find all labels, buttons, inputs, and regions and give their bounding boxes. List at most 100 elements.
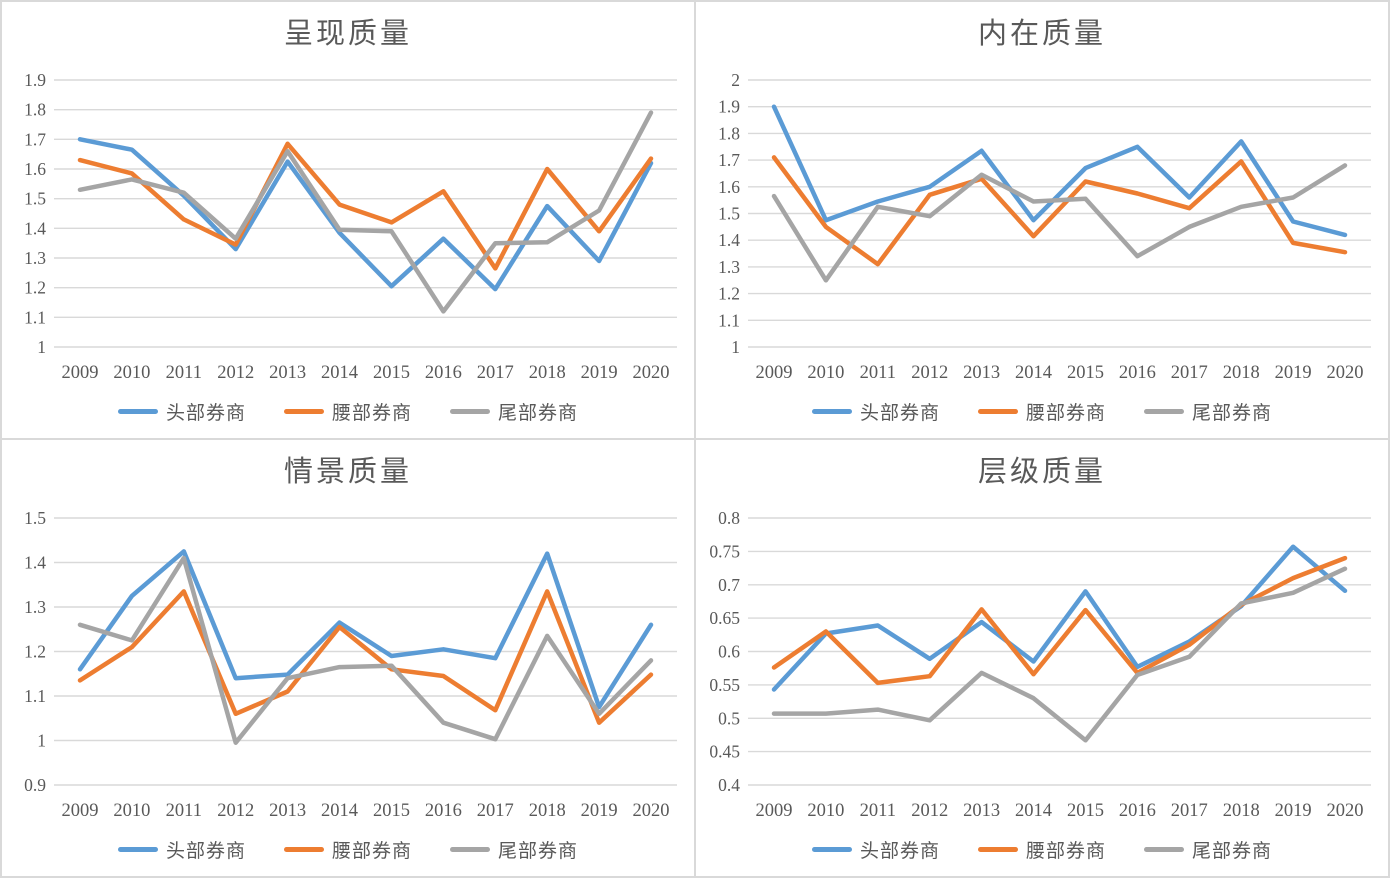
legend-label: 腰部券商 bbox=[1025, 841, 1106, 862]
x-axis-tick-label: 2015 bbox=[373, 801, 410, 821]
y-axis-tick-label: 1.3 bbox=[24, 597, 46, 617]
legend-item-top-brokers: 头部券商 bbox=[811, 836, 940, 863]
series-line-腰部券商 bbox=[771, 155, 1348, 267]
y-axis-tick-label: 1 bbox=[37, 731, 46, 751]
x-axis-tick-label: 2019 bbox=[1275, 801, 1312, 821]
x-axis-tick-label: 2014 bbox=[1015, 801, 1052, 821]
x-axis-tick-label: 2015 bbox=[1067, 801, 1104, 821]
y-axis-tick-label: 0.5 bbox=[718, 708, 740, 728]
legend-item-top-brokers: 头部券商 bbox=[811, 398, 940, 425]
x-axis-tick-label: 2019 bbox=[581, 801, 618, 821]
legend-item-top-brokers: 头部券商 bbox=[117, 398, 246, 425]
y-axis-tick-label: 0.55 bbox=[709, 675, 740, 695]
y-axis-tick-label: 1.8 bbox=[24, 100, 46, 120]
y-axis-tick-label: 1.2 bbox=[24, 642, 46, 662]
y-axis-tick-label: 1.1 bbox=[718, 310, 740, 330]
y-axis-tick-label: 0.4 bbox=[718, 775, 740, 795]
x-axis-tick-label: 2011 bbox=[166, 801, 202, 821]
y-axis-tick-label: 1.3 bbox=[718, 257, 740, 277]
x-axis-tick-label: 2012 bbox=[217, 363, 254, 383]
y-axis-tick-label: 0.75 bbox=[709, 541, 740, 561]
x-axis-tick-label: 2017 bbox=[1171, 801, 1208, 821]
x-axis-tick-label: 2015 bbox=[373, 363, 410, 383]
y-axis-tick-label: 1.5 bbox=[24, 508, 46, 528]
x-axis-tick-label: 2011 bbox=[860, 801, 896, 821]
x-axis-tick-label: 2012 bbox=[217, 801, 254, 821]
x-axis-tick-label: 2018 bbox=[1223, 363, 1260, 383]
y-axis-tick-label: 0.7 bbox=[718, 575, 740, 595]
legend-label: 腰部券商 bbox=[331, 403, 412, 424]
chart-panel-presentation-quality: 呈现质量 1 1.1 1.2 1.3 1.4 1.5 1.6 1.7 1.8 1.9 2009 201… bbox=[2, 2, 694, 438]
y-axis-tick-label: 1.6 bbox=[718, 177, 740, 197]
x-axis-tick-label: 2014 bbox=[1015, 363, 1052, 383]
y-axis-tick-label: 0.8 bbox=[718, 508, 740, 528]
chart-title: 情景质量 bbox=[283, 456, 412, 488]
legend-line-swatch-blue bbox=[117, 847, 158, 852]
x-axis-tick-label: 2010 bbox=[113, 363, 150, 383]
x-axis-tick-label: 2016 bbox=[425, 363, 462, 383]
y-axis-tick-label: 1.4 bbox=[24, 218, 46, 238]
x-axis-tick-label: 2020 bbox=[1327, 801, 1364, 821]
y-axis-tick-label: 1.9 bbox=[718, 97, 740, 117]
y-axis-tick-label: 1.2 bbox=[24, 278, 46, 298]
chart-legend: 头部券商 腰部券商 尾部券商 bbox=[696, 398, 1388, 425]
legend-item-top-brokers: 头部券商 bbox=[117, 836, 246, 863]
y-axis-tick-label: 1.1 bbox=[24, 307, 46, 327]
y-axis-tick-label: 0.9 bbox=[24, 775, 46, 795]
legend-label: 尾部券商 bbox=[498, 841, 579, 862]
y-axis-tick-label: 0.6 bbox=[718, 642, 740, 662]
legend-label: 头部券商 bbox=[165, 841, 246, 862]
series-line-头部券商 bbox=[77, 137, 654, 292]
legend-label: 头部券商 bbox=[859, 841, 940, 862]
line-plot: 1 1.1 1.2 1.3 1.4 1.5 1.6 1.7 1.8 1.9 2 2009 2010 201… bbox=[718, 70, 1371, 383]
x-axis-tick-label: 2011 bbox=[166, 363, 202, 383]
legend-line-swatch-gray bbox=[450, 409, 490, 414]
y-axis-tick-label: 1.1 bbox=[24, 686, 46, 706]
y-axis-tick-label: 0.65 bbox=[709, 608, 740, 628]
legend-line-swatch-blue bbox=[811, 847, 852, 852]
legend-item-tail-brokers: 尾部券商 bbox=[450, 398, 578, 425]
legend-line-swatch-orange bbox=[283, 409, 324, 414]
chart-legend: 头部券商 腰部券商 尾部券商 bbox=[2, 836, 694, 863]
x-axis-tick-label: 2011 bbox=[860, 363, 896, 383]
series-line-尾部券商 bbox=[771, 163, 1348, 283]
legend-item-tail-brokers: 尾部券商 bbox=[1144, 836, 1272, 863]
y-axis-tick-label: 0.45 bbox=[709, 742, 740, 762]
x-axis-tick-label: 2016 bbox=[1119, 801, 1156, 821]
y-axis-tick-label: 1.5 bbox=[24, 189, 46, 209]
series-line-尾部券商 bbox=[77, 555, 654, 745]
y-axis-tick-label: 1.7 bbox=[718, 150, 740, 170]
x-axis-tick-label: 2018 bbox=[529, 363, 566, 383]
x-axis-tick-label: 2020 bbox=[633, 363, 670, 383]
y-axis-tick-label: 1 bbox=[731, 337, 740, 357]
series-line-头部券商 bbox=[771, 544, 1348, 692]
legend-label: 头部券商 bbox=[165, 403, 246, 424]
series-line-尾部券商 bbox=[771, 566, 1348, 743]
legend-line-swatch-orange bbox=[977, 409, 1018, 414]
x-axis-tick-label: 2010 bbox=[807, 363, 844, 383]
chart-panel-hierarchy-quality: 层级质量 0.4 0.45 0.5 0.55 0.6 0.65 0.7 0.75 0.8 2009… bbox=[696, 440, 1388, 876]
x-axis-tick-label: 2016 bbox=[425, 801, 462, 821]
x-axis-tick-label: 2009 bbox=[62, 363, 99, 383]
y-axis-tick-label: 1.9 bbox=[24, 70, 46, 90]
series-line-尾部券商 bbox=[77, 110, 654, 314]
x-axis-tick-label: 2014 bbox=[321, 363, 358, 383]
legend-item-tail-brokers: 尾部券商 bbox=[1144, 398, 1272, 425]
legend-line-swatch-blue bbox=[117, 409, 158, 414]
chart-title: 内在质量 bbox=[977, 18, 1106, 50]
y-axis-tick-label: 1.2 bbox=[718, 284, 740, 304]
legend-line-swatch-blue bbox=[811, 409, 852, 414]
y-axis-tick-label: 1.5 bbox=[718, 204, 740, 224]
x-axis-tick-label: 2012 bbox=[911, 801, 948, 821]
line-plot: 1 1.1 1.2 1.3 1.4 1.5 1.6 1.7 1.8 1.9 2009 2010 2011… bbox=[24, 70, 677, 383]
x-axis-tick-label: 2009 bbox=[756, 801, 793, 821]
y-axis-tick-label: 1.8 bbox=[718, 123, 740, 143]
x-axis-tick-label: 2013 bbox=[269, 801, 306, 821]
series-line-腰部券商 bbox=[77, 141, 654, 271]
y-axis-tick-label: 2 bbox=[731, 70, 740, 90]
legend-label: 腰部券商 bbox=[1025, 403, 1106, 424]
legend-line-swatch-orange bbox=[977, 847, 1018, 852]
y-axis-tick-label: 1.4 bbox=[24, 553, 46, 573]
x-axis-tick-label: 2018 bbox=[529, 801, 566, 821]
